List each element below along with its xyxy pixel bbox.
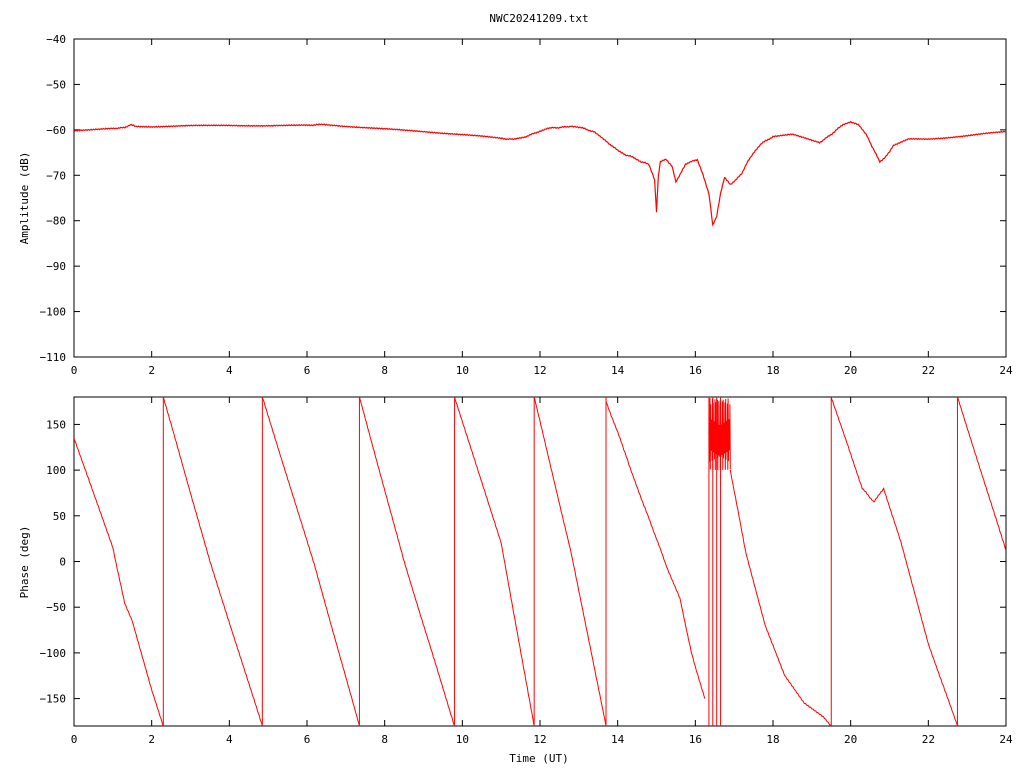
phase-noisy-band (708, 398, 731, 471)
amplitude-xtick-label: 10 (456, 364, 469, 377)
amplitude-series (74, 120, 1006, 227)
phase-xlabel: Time (UT) (509, 752, 569, 765)
amplitude-ytick-label: −60 (46, 124, 66, 137)
phase-line-segment (261, 397, 360, 726)
phase-xtick-label: 16 (689, 733, 702, 746)
phase-line-segment (162, 397, 263, 726)
phase-line-segment (359, 397, 456, 726)
phase-panel: 0 2 4 6 8 10 12 14 16 18 20 22 24−150−100−5005010015… (40, 396, 1013, 746)
phase-line-segment (454, 397, 535, 726)
phase-xtick-label: 24 (999, 733, 1013, 746)
phase-ytick-label: 100 (46, 464, 66, 477)
phase-ytick-label: −100 (40, 647, 67, 660)
phase-xtick-label: 4 (226, 733, 233, 746)
phase-ytick-label: 50 (53, 510, 66, 523)
amplitude-xtick-label: 2 (148, 364, 155, 377)
amplitude-ytick-label: −50 (46, 78, 66, 91)
amplitude-xtick-label: 6 (304, 364, 311, 377)
phase-xtick-label: 2 (148, 733, 155, 746)
phase-line-segment (830, 397, 958, 726)
chart-title: NWC20241209.txt (489, 12, 588, 25)
phase-line-segment (605, 401, 706, 699)
phase-xtick-label: 18 (766, 733, 779, 746)
phase-ytick-label: 0 (59, 556, 66, 569)
phase-ytick-label: 150 (46, 418, 66, 431)
amplitude-ytick-label: −100 (40, 306, 67, 319)
phase-ytick-label: −50 (46, 601, 66, 614)
amplitude-xtick-label: 14 (611, 364, 625, 377)
amplitude-ytick-label: −40 (46, 33, 66, 46)
phase-xtick-label: 8 (381, 733, 388, 746)
amplitude-xtick-label: 22 (922, 364, 935, 377)
phase-ylabel: Phase (deg) (18, 526, 31, 599)
amplitude-line (74, 120, 1006, 227)
phase-xtick-label: 22 (922, 733, 935, 746)
amplitude-ylabel: Amplitude (dB) (18, 152, 31, 245)
amplitude-xtick-label: 8 (381, 364, 388, 377)
amplitude-xtick-label: 4 (226, 364, 233, 377)
amplitude-xtick-label: 16 (689, 364, 702, 377)
phase-xtick-label: 10 (456, 733, 469, 746)
phase-ytick-label: −150 (40, 693, 67, 706)
amplitude-ytick-label: −90 (46, 260, 66, 273)
phase-xtick-label: 12 (533, 733, 546, 746)
phase-line-segment (729, 469, 832, 726)
amplitude-xtick-label: 12 (533, 364, 546, 377)
phase-line-segment (74, 437, 164, 726)
phase-frame (73, 396, 1007, 727)
amplitude-panel: 0 2 4 6 8 10 12 14 16 18 20 22 24−110−100−90−80−70−6… (40, 33, 1013, 377)
phase-xtick-label: 6 (304, 733, 311, 746)
phase-xtick-label: 20 (844, 733, 857, 746)
amplitude-ytick-label: −70 (46, 169, 66, 182)
phase-xtick-label: 14 (611, 733, 625, 746)
phase-xtick-label: 0 (71, 733, 78, 746)
amplitude-xtick-label: 24 (999, 364, 1013, 377)
amplitude-ytick-label: −80 (46, 215, 66, 228)
phase-line-segment (533, 397, 607, 726)
phase-series (74, 397, 1006, 726)
amplitude-frame (73, 38, 1007, 358)
amplitude-ytick-label: −110 (40, 351, 67, 364)
amplitude-xtick-label: 0 (71, 364, 78, 377)
amplitude-xtick-label: 18 (766, 364, 779, 377)
phase-line-segment (957, 397, 1006, 551)
amplitude-xtick-label: 20 (844, 364, 857, 377)
